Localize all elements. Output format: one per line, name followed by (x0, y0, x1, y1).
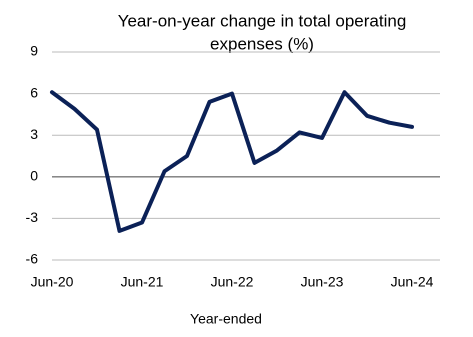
y-tick-label: -6 (26, 251, 39, 267)
x-tick-label: Jun-22 (211, 274, 254, 290)
y-tick-label: 3 (30, 126, 38, 142)
x-tick-label: Jun-21 (121, 274, 164, 290)
chart-title: expenses (%) (210, 34, 314, 53)
chart-title: Year-on-year change in total operating (118, 11, 407, 30)
y-tick-label: 0 (30, 168, 38, 184)
x-tick-label: Jun-20 (31, 274, 74, 290)
y-tick-label: -3 (26, 209, 39, 225)
data-line (50, 90, 414, 233)
y-tick-label: 6 (30, 84, 38, 100)
x-tick-label: Jun-23 (301, 274, 344, 290)
x-axis-label: Year-ended (190, 311, 262, 327)
x-tick-label: Jun-24 (391, 274, 434, 290)
y-tick-label: 9 (30, 43, 38, 59)
